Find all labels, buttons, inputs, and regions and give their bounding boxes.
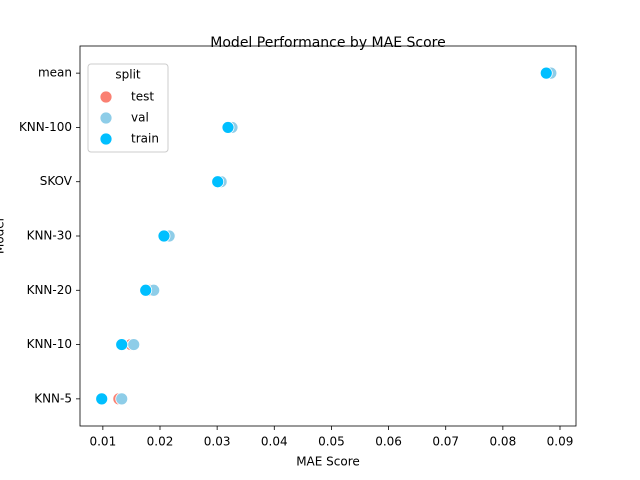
y-tick-label: KNN-10	[27, 337, 72, 351]
legend-title: split	[115, 68, 141, 82]
legend-marker	[99, 90, 113, 104]
point	[127, 338, 141, 351]
x-tick-label: 0.09	[547, 435, 574, 449]
x-tick-label: 0.04	[261, 435, 288, 449]
legend-label: test	[131, 90, 154, 104]
x-tick-label: 0.08	[489, 435, 516, 449]
y-tick-label: mean	[38, 66, 72, 80]
x-tick-label: 0.05	[318, 435, 345, 449]
point	[221, 121, 235, 134]
point	[139, 283, 153, 297]
legend-box	[87, 63, 169, 153]
y-tick-label: KNN-30	[27, 229, 72, 243]
y-tick-label: KNN-100	[19, 120, 72, 134]
point	[157, 229, 171, 243]
x-tick-label: 0.07	[432, 435, 459, 449]
x-axis-label: MAE Score	[296, 455, 360, 469]
point	[115, 338, 129, 351]
point	[95, 392, 109, 406]
point	[539, 66, 553, 80]
x-tick-label: 0.03	[204, 435, 231, 449]
point	[211, 175, 225, 189]
chart-title: Model Performance by MAE Score	[210, 35, 445, 51]
point	[115, 392, 129, 406]
legend-marker	[99, 111, 113, 125]
x-tick-label: 0.01	[89, 435, 116, 449]
legend-label: train	[131, 132, 159, 146]
legend-marker	[99, 132, 113, 146]
y-tick-label: KNN-5	[34, 391, 72, 405]
legend-label: val	[131, 111, 149, 125]
x-tick-label: 0.06	[375, 435, 402, 449]
y-tick-label: SKOV	[40, 174, 73, 188]
y-axis-label: Model	[0, 218, 7, 254]
x-tick-label: 0.02	[147, 435, 174, 449]
y-tick-label: KNN-20	[27, 283, 72, 297]
